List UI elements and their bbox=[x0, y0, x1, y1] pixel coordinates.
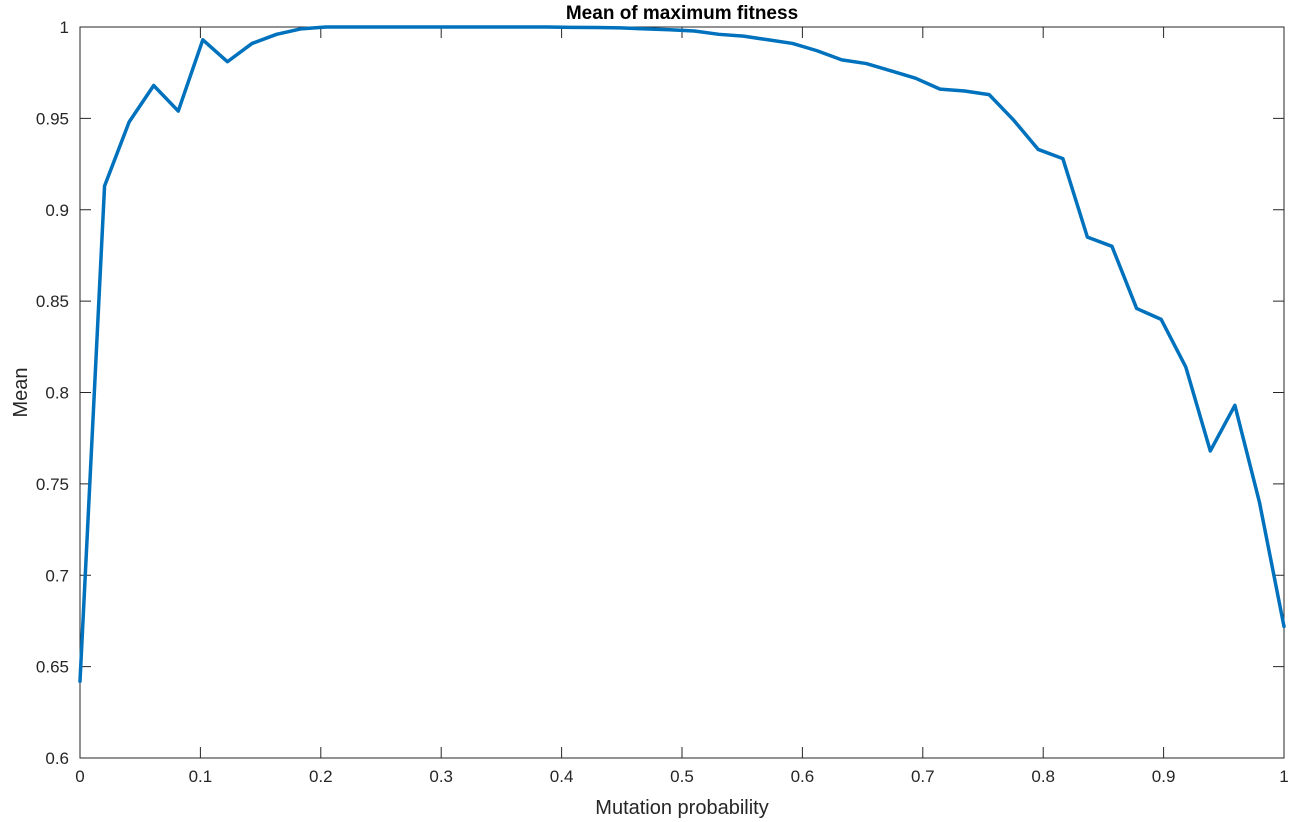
x-tick-label: 0.3 bbox=[429, 767, 453, 786]
x-tick-label: 0.6 bbox=[791, 767, 815, 786]
y-tick-label: 0.8 bbox=[45, 384, 69, 403]
y-tick-label: 0.75 bbox=[36, 475, 69, 494]
x-tick-label: 0.4 bbox=[550, 767, 574, 786]
y-tick-label: 0.7 bbox=[45, 566, 69, 585]
y-tick-label: 0.9 bbox=[45, 201, 69, 220]
x-tick-label: 0.9 bbox=[1152, 767, 1176, 786]
y-tick-label: 0.85 bbox=[36, 292, 69, 311]
x-tick-label: 0.1 bbox=[189, 767, 213, 786]
series-line bbox=[78, 25, 1286, 683]
x-tick-label: 0.5 bbox=[670, 767, 694, 786]
y-tick-label: 0.95 bbox=[36, 109, 69, 128]
x-axis-label: Mutation probability bbox=[595, 797, 768, 819]
x-tick-label: 0.2 bbox=[309, 767, 333, 786]
axis-ticks: 0 0.1 0.2 0.3 0.4 0.5 0.6 0.7 0.8 0.9 1 0.6 0.65 0.7 0… bbox=[36, 18, 1289, 786]
plot-area-frame bbox=[79, 26, 1285, 759]
y-tick-label: 0.65 bbox=[36, 658, 69, 677]
chart-title: Mean of maximum fitness bbox=[566, 3, 798, 24]
y-axis-label: Mean bbox=[10, 367, 32, 417]
series-layer bbox=[78, 25, 1286, 683]
y-tick-label: 0.6 bbox=[45, 749, 69, 768]
x-tick-label: 0 bbox=[75, 767, 84, 786]
x-tick-label: 0.8 bbox=[1031, 767, 1055, 786]
x-tick-label: 1 bbox=[1279, 767, 1288, 786]
y-tick-label: 1 bbox=[60, 18, 69, 37]
x-tick-label: 0.7 bbox=[911, 767, 935, 786]
